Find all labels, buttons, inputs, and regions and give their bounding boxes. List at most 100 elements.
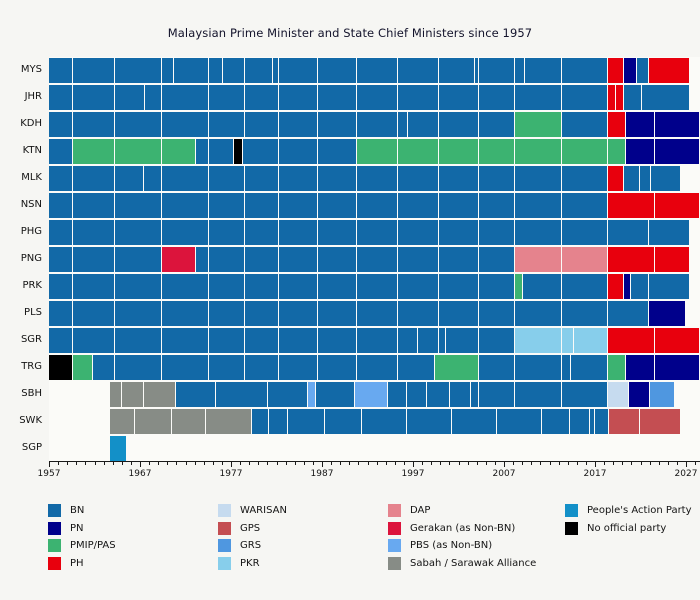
legend-label-none: No official party <box>587 522 667 534</box>
segment-prk-bn-9 <box>397 274 439 299</box>
segment-trg-bn-3 <box>115 355 161 380</box>
segment-mys-bn-15 <box>478 58 514 83</box>
segment-mlk-bn-2 <box>115 166 143 191</box>
segment-pls-bn-10 <box>439 301 478 326</box>
segment-phg-bn-13 <box>562 220 607 245</box>
segment-nsn-bn-10 <box>439 193 478 218</box>
major-tick-1957 <box>49 462 50 467</box>
row-label-jhr: JHR <box>24 91 42 102</box>
segment-trg-bn-5 <box>209 355 244 380</box>
segment-phg-bn-2 <box>115 220 161 245</box>
axis-label-2027: 2027 <box>674 469 698 479</box>
segment-mlk-bn-18 <box>651 166 680 191</box>
legend-item-dap: DAP <box>388 500 430 517</box>
segment-mys-bn-16 <box>514 58 524 83</box>
segment-png-bn-7 <box>279 247 318 272</box>
segment-sbh-pbs-8 <box>354 382 387 407</box>
segment-ktn-bn-5 <box>209 139 233 164</box>
minor-tick-2012 <box>549 462 551 465</box>
segment-sbh-bn-16 <box>562 382 607 407</box>
segment-nsn-bn-6 <box>279 193 318 218</box>
segment-mlk-bn-3 <box>143 166 161 191</box>
segment-mys-bn-1 <box>72 58 115 83</box>
segment-prk-bn-13 <box>523 274 562 299</box>
segment-jhr-bn-9 <box>356 85 397 110</box>
minor-tick-1985 <box>303 462 305 465</box>
row-label-phg: PHG <box>20 226 42 237</box>
segment-phg-bn-7 <box>318 220 356 245</box>
segment-trg-bn-8 <box>318 355 356 380</box>
segment-jhr-bn-4 <box>161 85 209 110</box>
minor-tick-1964 <box>112 462 114 465</box>
segment-kdh-bn-0 <box>49 112 72 137</box>
segment-mys-bn-14 <box>474 58 478 83</box>
minor-tick-2014 <box>567 462 569 465</box>
minor-tick-2021 <box>631 462 633 465</box>
segment-mys-bn-18 <box>562 58 607 83</box>
segment-jhr-bn-1 <box>72 85 115 110</box>
minor-tick-2023 <box>649 462 651 465</box>
segment-trg-bn-7 <box>279 355 318 380</box>
minor-tick-1984 <box>294 462 296 465</box>
segment-png-bn-8 <box>318 247 356 272</box>
segment-png-dap-14 <box>562 247 607 272</box>
minor-tick-1978 <box>240 462 242 465</box>
segment-kdh-bn-9 <box>397 112 408 137</box>
segment-sbh-grs-19 <box>649 382 675 407</box>
segment-mlk-bn-9 <box>356 166 397 191</box>
segment-trg-pas-11 <box>434 355 478 380</box>
segment-pls-bn-3 <box>161 301 209 326</box>
segment-trg-pn-18 <box>655 355 699 380</box>
segment-png-dap-13 <box>514 247 562 272</box>
segment-ktn-pas-15 <box>562 139 607 164</box>
segment-prk-bn-11 <box>478 274 514 299</box>
segment-jhr-bn-7 <box>279 85 318 110</box>
minor-tick-1971 <box>176 462 178 465</box>
segment-mlk-bn-10 <box>397 166 439 191</box>
row-label-prk: PRK <box>22 280 42 291</box>
minor-tick-1958 <box>58 462 60 465</box>
segment-png-bn-1 <box>72 247 115 272</box>
legend-item-gerakan: Gerakan (as Non-BN) <box>388 518 515 535</box>
segment-mlk-bn-7 <box>279 166 318 191</box>
segment-trg-bn-12 <box>478 355 514 380</box>
segment-kdh-ph-15 <box>607 112 625 137</box>
segment-ktn-bn-4 <box>196 139 209 164</box>
minor-tick-1980 <box>258 462 260 465</box>
segment-ktn-pas-14 <box>514 139 562 164</box>
segment-mys-bn-2 <box>115 58 161 83</box>
x-axis-line <box>49 461 700 462</box>
minor-tick-1966 <box>130 462 132 465</box>
segment-nsn-bn-13 <box>562 193 607 218</box>
minor-tick-1975 <box>212 462 214 465</box>
segment-pls-bn-4 <box>209 301 244 326</box>
segment-swk-bn-13 <box>569 409 589 434</box>
segment-jhr-bn-12 <box>478 85 514 110</box>
segment-mys-bn-21 <box>636 58 648 83</box>
segment-pls-bn-1 <box>72 301 115 326</box>
minor-tick-1986 <box>312 462 314 465</box>
segment-prk-pn-16 <box>624 274 631 299</box>
segment-jhr-bn-5 <box>209 85 244 110</box>
segment-phg-bn-9 <box>397 220 439 245</box>
segment-nsn-bn-8 <box>356 193 397 218</box>
segment-png-ph-15 <box>607 247 655 272</box>
segment-nsn-bn-4 <box>209 193 244 218</box>
legend-swatch-bn <box>48 504 61 517</box>
segment-mys-bn-0 <box>49 58 72 83</box>
segment-nsn-bn-5 <box>244 193 279 218</box>
segment-sgr-bn-8 <box>356 328 397 353</box>
segment-png-bn-5 <box>209 247 244 272</box>
minor-tick-2018 <box>604 462 606 465</box>
segment-nsn-bn-1 <box>72 193 115 218</box>
legend-item-pn: PN <box>48 518 84 535</box>
segment-phg-bn-5 <box>244 220 279 245</box>
minor-tick-1996 <box>403 462 405 465</box>
legend-item-ph: PH <box>48 553 84 570</box>
segment-swk-alliance-2 <box>171 409 206 434</box>
segment-sgr-bn-3 <box>161 328 209 353</box>
minor-tick-2002 <box>458 462 460 465</box>
segment-mys-bn-11 <box>356 58 397 83</box>
legend-swatch-warisan <box>218 504 231 517</box>
segment-png-bn-6 <box>244 247 279 272</box>
